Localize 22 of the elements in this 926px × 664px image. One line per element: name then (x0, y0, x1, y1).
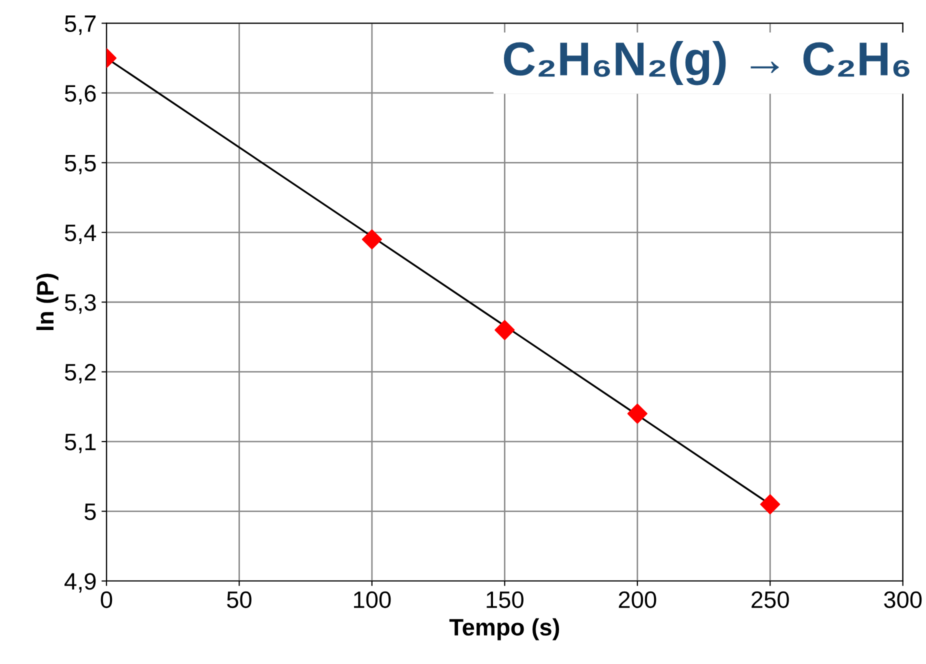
point (627, 404, 648, 424)
y-tick-label: 4,9 (64, 573, 96, 593)
y-tick-label: 5,4 (64, 224, 96, 244)
y-tick-label: 5,2 (64, 364, 96, 384)
x-tick-label: 300 (884, 591, 922, 608)
x-tick-label: 150 (486, 591, 524, 608)
y-tick-label: 5,1 (64, 434, 96, 454)
x-axis-title: Tempo (s) (449, 618, 560, 640)
point (494, 320, 515, 340)
y-tick-label: 5,3 (64, 294, 96, 314)
y-tick-label: 5,5 (64, 154, 96, 174)
x-tick-label: 250 (752, 591, 789, 608)
annotation: C₂H₆N₂(g) → C₂H₆ (504, 40, 910, 86)
y-axis-title: ln (P) (36, 274, 58, 330)
y-tick-label: 5,6 (64, 85, 96, 105)
y-tick-label: 5 (84, 504, 96, 520)
x-tick-label: 50 (227, 591, 252, 608)
y-tick-label: 5,7 (64, 16, 96, 35)
x-tick-label: 0 (100, 591, 112, 608)
x-tick-label: 100 (354, 591, 391, 608)
x-tick-label: 200 (618, 591, 656, 608)
point (760, 494, 780, 514)
